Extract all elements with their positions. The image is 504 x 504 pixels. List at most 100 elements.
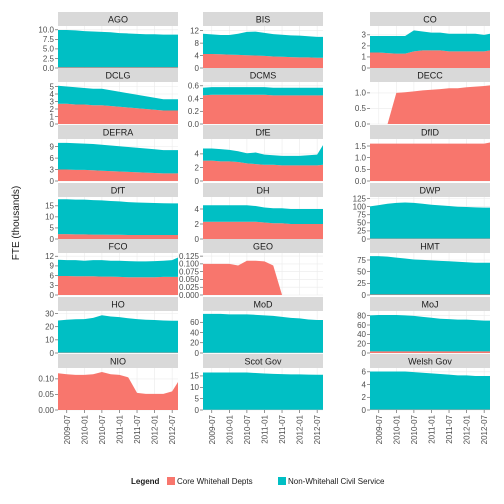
y-tick-label: 2 [362,393,367,402]
y-tick-label: 60 [357,321,366,330]
y-tick-label: 0.5 [355,165,367,174]
y-tick-label: 8 [195,39,200,48]
x-tick-label: 2010-07 [410,414,419,444]
area-non-whitehall [370,256,490,295]
y-tick-label: 40 [357,330,366,339]
y-tick-label: 6 [50,154,55,163]
y-tick-label: 20 [190,339,199,348]
panel-strip [203,297,323,311]
y-tick-label: 0.10 [38,375,54,384]
y-tick-label: 6 [362,368,367,377]
y-tick-label: 100 [353,202,367,211]
area-core-whitehall [58,275,178,295]
legend-label-core-whitehall-depts: Core Whitehall Depts [177,477,253,486]
x-tick-label: 2011-07 [278,414,287,443]
y-tick-label: 1.0 [355,89,367,98]
panel-strip [203,125,323,139]
area-non-whitehall [203,145,323,166]
y-tick-label: 4 [195,51,200,60]
y-tick-label: 0.125 [179,252,200,261]
y-tick-label: 15 [190,372,199,381]
area-non-whitehall [370,30,490,54]
x-tick-label: 2012-07 [168,414,177,444]
y-tick-label: 0.0 [355,120,367,129]
panel-strip [58,239,178,253]
panel-title: FCO [109,242,128,252]
area-core-whitehall [370,142,490,181]
y-tick-label: 3 [50,97,55,106]
y-tick-label: 30 [45,309,54,318]
y-tick-label: 4 [362,380,367,389]
area-core-whitehall [58,103,178,124]
x-tick-label: 2012-07 [480,414,489,444]
y-tick-label: 5 [50,82,55,91]
area-core-whitehall [370,351,490,353]
x-tick-label: 2010-07 [243,414,252,444]
panel-strip [370,297,490,311]
y-tick-label: 10.0 [38,26,54,35]
panel-strip [203,68,323,82]
area-non-whitehall [203,313,323,353]
area-non-whitehall [203,205,323,224]
panel-strip [370,183,490,197]
panel-strip [58,297,178,311]
y-tick-label: 1 [50,112,55,121]
area-non-whitehall [370,314,490,352]
y-tick-label: 1 [362,53,367,62]
x-tick-label: 2011-07 [133,414,142,443]
y-tick-label: 0.0 [43,64,55,73]
panel-strip [370,125,490,139]
panel-title: NIO [110,357,126,367]
y-tick-label: 5.0 [43,45,55,54]
y-tick-label: 0.05 [38,390,54,399]
panel-title: Scot Gov [244,357,282,367]
panel-nio: NIO 0.00 0.05 0.10 2009-07 2010-01 2010-07 2011… [38,354,178,444]
panel-title: DCMS [250,71,277,81]
x-tick-label: 2009-07 [63,414,72,444]
x-tick-label: 2012-07 [313,414,322,444]
panel-strip [370,354,490,368]
y-tick-label: 0.5 [355,104,367,113]
y-tick-label: 0.0 [188,120,200,129]
area-core-whitehall [203,260,283,295]
panel-title: HO [111,300,125,310]
y-tick-label: 5 [50,224,55,233]
y-tick-label: 0 [362,235,367,244]
area-non-whitehall [203,87,323,96]
panel-scot-gov: Scot Gov 0 5 10 15 2009-07 2010-01 2010-07 2011-… [190,354,323,444]
panel-dcms: DCMS 0.0 0.2 0.4 0.6 [188,68,323,129]
y-tick-label: 50 [357,267,366,276]
y-tick-label: 0.050 [179,275,200,284]
panel-title: MoD [253,300,273,310]
y-tick-label: 75 [357,256,366,265]
y-tick-label: 3 [50,165,55,174]
area-core-whitehall [58,372,178,410]
area-non-whitehall [58,199,178,236]
panel-title: DEFRA [103,128,134,138]
panel-ho: HO 0 10 20 30 [45,297,178,358]
y-tick-label: 0.00 [38,406,54,415]
y-tick-label: 4 [195,205,200,214]
y-tick-label: 125 [353,194,367,203]
legend-key-core-whitehall-depts [167,477,175,485]
legend-key-non-whitehall-civil-service [278,477,286,485]
panel-ago: AGO 0.02.55.07.510.0 [38,12,178,73]
panel-strip [370,239,490,253]
panel-title: Welsh Gov [408,357,452,367]
x-tick-label: 2010-01 [392,414,401,444]
y-tick-label: 40 [190,328,199,337]
x-tick-label: 2012-01 [151,414,160,444]
y-tick-label: 50 [357,219,366,228]
panel-title: AGO [108,15,128,25]
x-tick-label: 2011-01 [260,414,269,443]
panel-strip [203,183,323,197]
area-non-whitehall [58,315,178,353]
panel-strip [58,125,178,139]
panel-title: DCLG [105,71,130,81]
area-non-whitehall [370,371,490,410]
y-tick-label: 0.000 [179,291,200,300]
